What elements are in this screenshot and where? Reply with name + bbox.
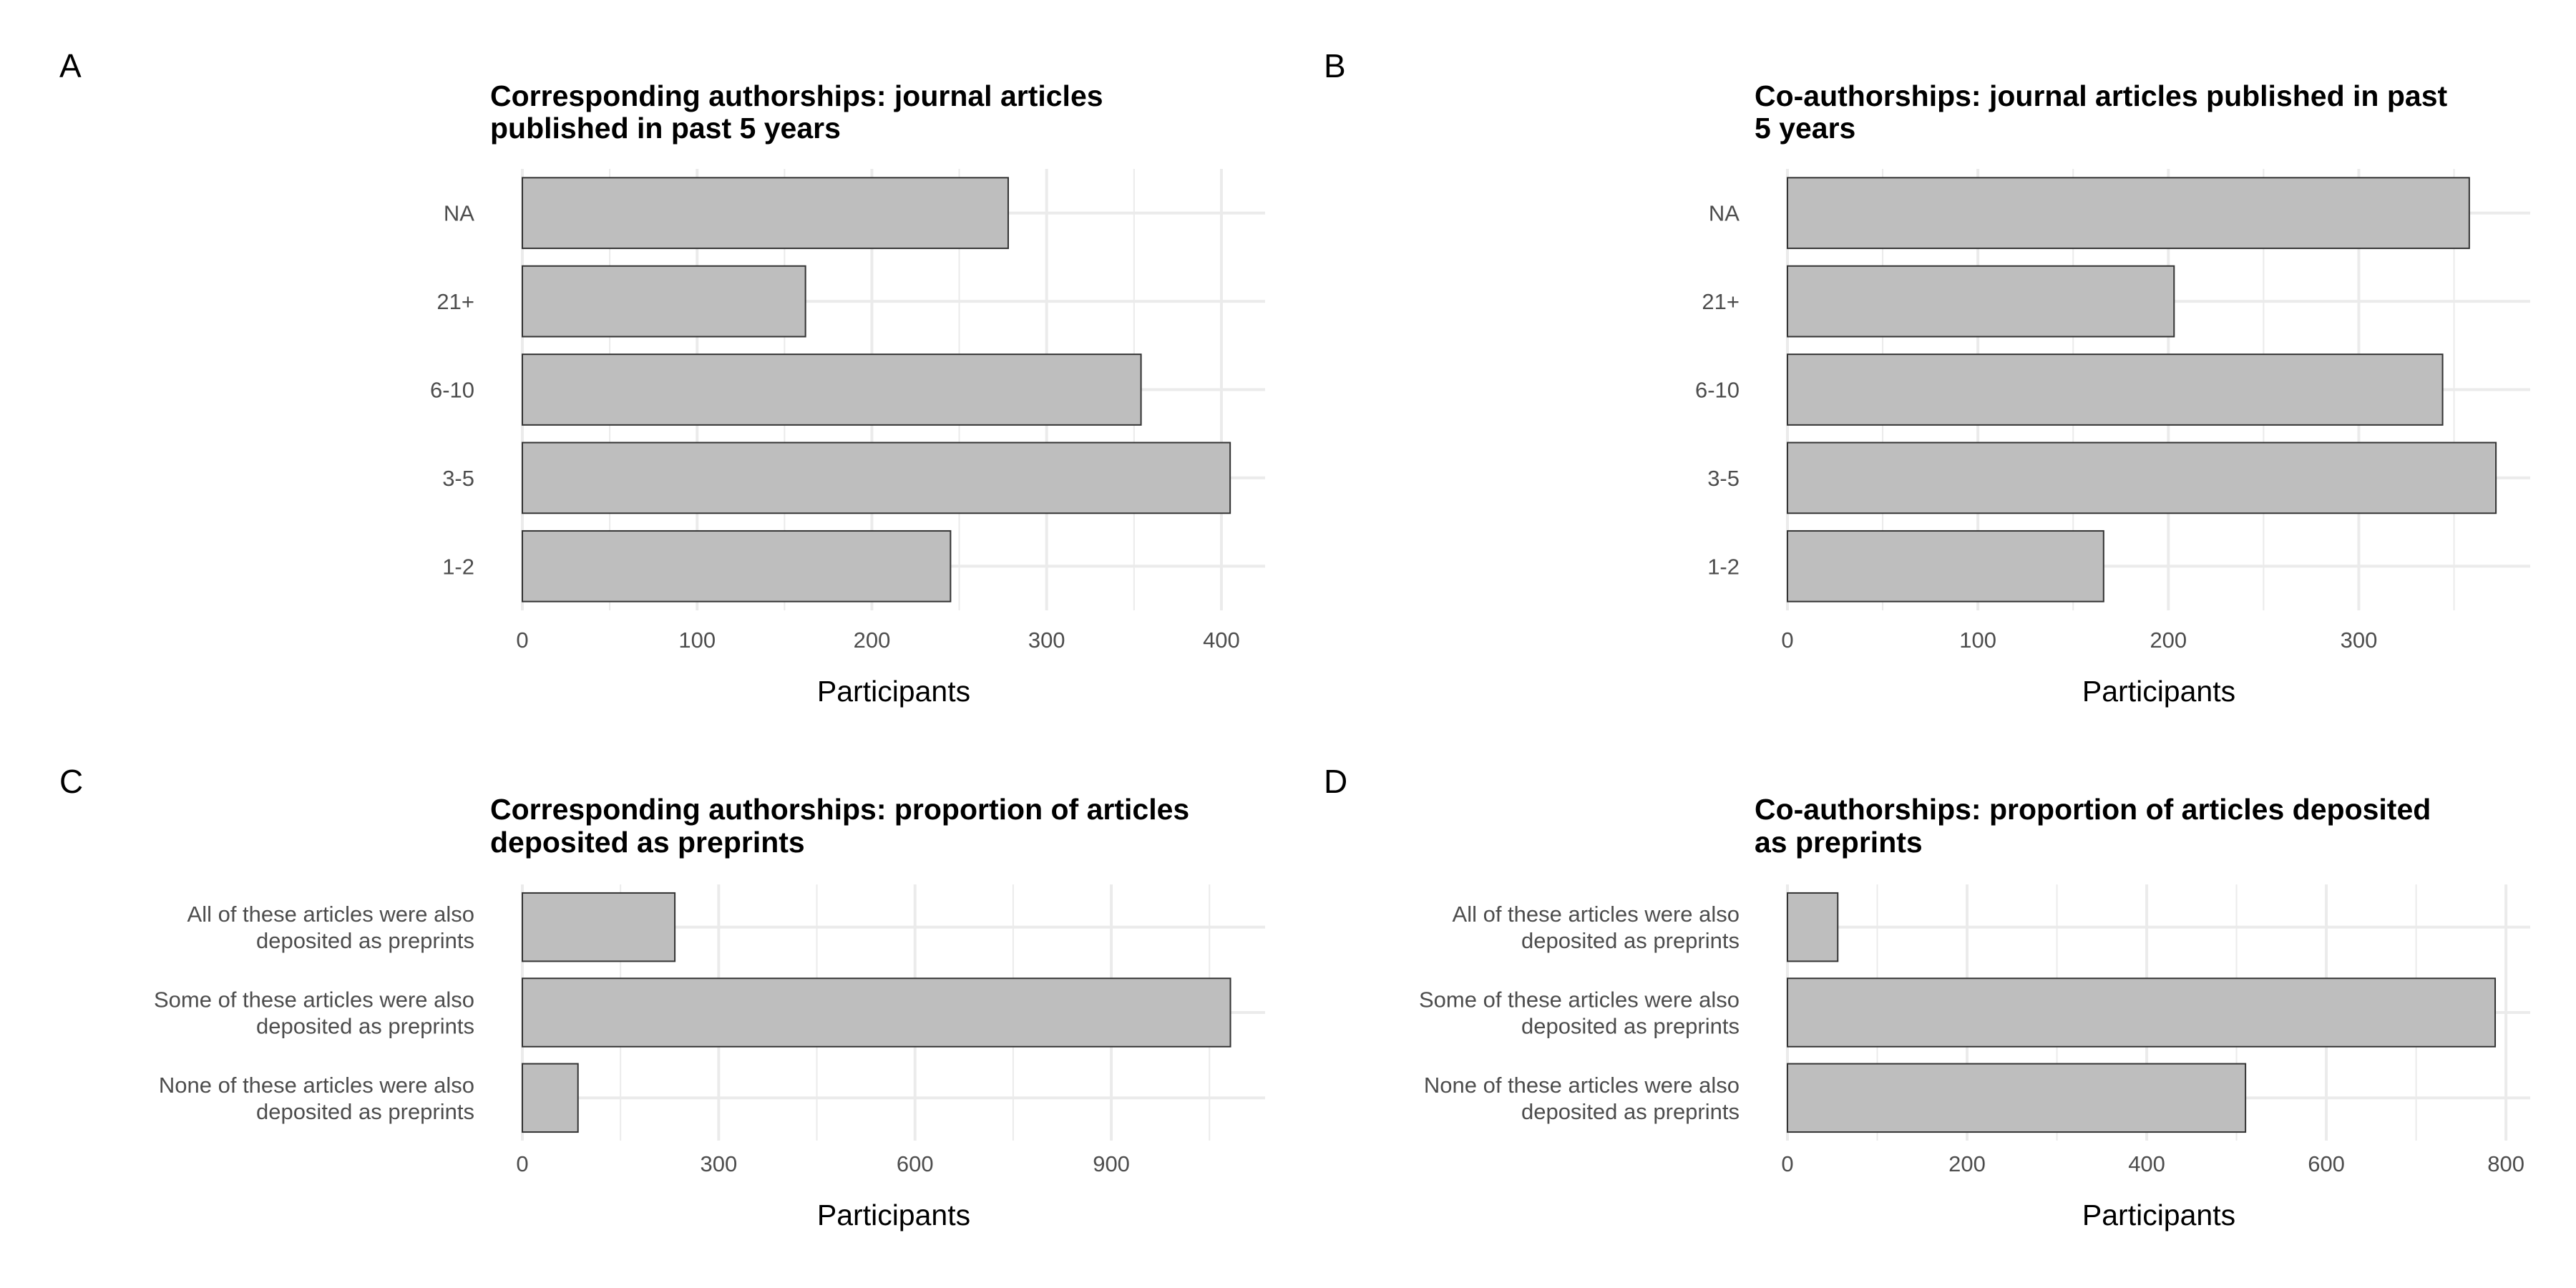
y-tick-label: 1-2 <box>1707 554 1740 579</box>
x-tick-label-400: 400 <box>1203 628 1240 653</box>
chart-title: Corresponding authorships: proportion of… <box>490 793 1189 859</box>
chart-title-line: as preprints <box>1755 826 1923 859</box>
chart-title: Co-authorships: proportion of articles d… <box>1755 793 2431 859</box>
chart-panel-a: A Corresponding authorships: journal arti… <box>59 47 1265 708</box>
y-tick-label: None of these articles were also deposite… <box>159 1073 474 1124</box>
x-tick-label-300: 300 <box>1028 628 1065 653</box>
chart-title: Co-authorships: journal articles publish… <box>1755 79 2448 145</box>
x-tick-label-900: 900 <box>1093 1151 1130 1176</box>
x-tick-label-0: 0 <box>1781 1151 1793 1176</box>
bar-all-of-these-articles-were-also-deposited-as-preprints <box>522 892 676 962</box>
y-tick-label: 21+ <box>436 289 474 314</box>
y-tick-label: 3-5 <box>1707 466 1740 491</box>
panel-letter-a: A <box>59 47 82 84</box>
y-tick-label-line: deposited as preprints <box>1521 1099 1740 1124</box>
y-tick-label-line: 21+ <box>436 289 474 314</box>
bar-3-5 <box>1787 441 2497 514</box>
bar-some-of-these-articles-were-also-deposited-as-preprints <box>1787 977 2497 1048</box>
chart-title-line: Corresponding authorships: journal artic… <box>490 79 1103 112</box>
y-tick-label: All of these articles were also deposited… <box>1453 902 1740 953</box>
y-tick-label-line: 6-10 <box>430 378 474 403</box>
y-tick-label: None of these articles were also deposite… <box>1424 1073 1740 1124</box>
y-tick-label-line: deposited as preprints <box>256 1099 474 1124</box>
panel-letter-b: B <box>1324 47 1346 84</box>
x-tick-label-600: 600 <box>897 1151 934 1176</box>
bar-none-of-these-articles-were-also-deposited-as-preprints <box>1787 1063 2247 1133</box>
chart-title-line: published in past 5 years <box>490 112 841 145</box>
bar-1-2 <box>1787 530 2104 602</box>
chart-panel-b: B Co-authorships: journal articles publis… <box>1324 47 2530 708</box>
x-tick-label-800: 800 <box>2487 1151 2524 1176</box>
chart-panel-c: C Corresponding authorships: proportion o… <box>59 763 1265 1231</box>
bar-1-2 <box>522 530 952 602</box>
y-tick-label: 1-2 <box>442 554 474 579</box>
y-tick-label-line: Some of these articles were also <box>1419 987 1740 1013</box>
y-tick-label-line: 1-2 <box>442 554 474 579</box>
bar-21 <box>1787 265 2175 338</box>
y-tick-label: 3-5 <box>442 466 474 491</box>
y-tick-label-line: Some of these articles were also <box>154 987 474 1013</box>
y-tick-label-line: NA <box>444 201 474 226</box>
x-axis-title: Participants <box>817 675 970 708</box>
x-axis-title: Participants <box>2082 1199 2235 1231</box>
chart-title-line: 5 years <box>1755 112 1855 145</box>
y-tick-label-line: 1-2 <box>1707 554 1740 579</box>
y-tick-label: 6-10 <box>430 378 474 403</box>
y-tick-label-line: deposited as preprints <box>1521 928 1740 953</box>
y-tick-label-line: deposited as preprints <box>256 928 474 953</box>
x-tick-label-100: 100 <box>1959 628 1996 653</box>
chart-title-line: Co-authorships: journal articles publish… <box>1755 79 2448 112</box>
x-tick-label-400: 400 <box>2128 1151 2165 1176</box>
x-axis-title: Participants <box>2082 675 2235 708</box>
y-tick-label-line: None of these articles were also <box>1424 1073 1740 1098</box>
bar-6-10 <box>1787 353 2444 426</box>
y-tick-label-line: deposited as preprints <box>256 1014 474 1039</box>
y-tick-label-line: 3-5 <box>442 466 474 491</box>
x-tick-label-0: 0 <box>516 628 528 653</box>
bar-21 <box>522 265 806 338</box>
y-tick-label: Some of these articles were also deposite… <box>1419 987 1740 1039</box>
panel-letter-c: C <box>59 763 83 800</box>
y-tick-label-line: deposited as preprints <box>1521 1014 1740 1039</box>
x-tick-label-300: 300 <box>2341 628 2378 653</box>
y-tick-label-line: None of these articles were also <box>159 1073 474 1098</box>
chart-title-line: deposited as preprints <box>490 826 805 859</box>
bar-none-of-these-articles-were-also-deposited-as-preprints <box>522 1063 579 1133</box>
x-tick-label-0: 0 <box>1781 628 1793 653</box>
x-tick-label-200: 200 <box>2150 628 2187 653</box>
y-tick-label-line: 3-5 <box>1707 466 1740 491</box>
x-tick-label-200: 200 <box>854 628 891 653</box>
bar-na <box>1787 177 2470 250</box>
y-tick-label: All of these articles were also deposited… <box>187 902 474 953</box>
y-tick-label: 21+ <box>1702 289 1740 314</box>
x-tick-label-0: 0 <box>516 1151 528 1176</box>
x-tick-label-100: 100 <box>678 628 716 653</box>
y-tick-label-line: All of these articles were also <box>187 902 474 927</box>
chart-panel-d: D Co-authorships: proportion of articles … <box>1324 763 2530 1231</box>
y-tick-label: Some of these articles were also deposite… <box>154 987 474 1039</box>
chart-title-line: Corresponding authorships: proportion of… <box>490 793 1189 826</box>
x-tick-label-200: 200 <box>1948 1151 1986 1176</box>
y-tick-label: NA <box>1709 201 1740 226</box>
y-tick-label: 6-10 <box>1695 378 1740 403</box>
bar-all-of-these-articles-were-also-deposited-as-preprints <box>1787 892 1839 962</box>
chart-title-line: Co-authorships: proportion of articles d… <box>1755 793 2431 826</box>
y-tick-label-line: NA <box>1709 201 1740 226</box>
bar-some-of-these-articles-were-also-deposited-as-preprints <box>522 977 1231 1048</box>
panel-letter-d: D <box>1324 763 1347 800</box>
bar-6-10 <box>522 353 1142 426</box>
bar-3-5 <box>522 441 1231 514</box>
y-tick-label-line: 6-10 <box>1695 378 1740 403</box>
chart-title: Corresponding authorships: journal artic… <box>490 79 1103 145</box>
x-tick-label-600: 600 <box>2308 1151 2345 1176</box>
bar-na <box>522 177 1009 250</box>
x-tick-label-300: 300 <box>700 1151 737 1176</box>
y-tick-label-line: All of these articles were also <box>1453 902 1740 927</box>
y-tick-label: NA <box>444 201 474 226</box>
x-axis-title: Participants <box>817 1199 970 1231</box>
y-tick-label-line: 21+ <box>1702 289 1740 314</box>
